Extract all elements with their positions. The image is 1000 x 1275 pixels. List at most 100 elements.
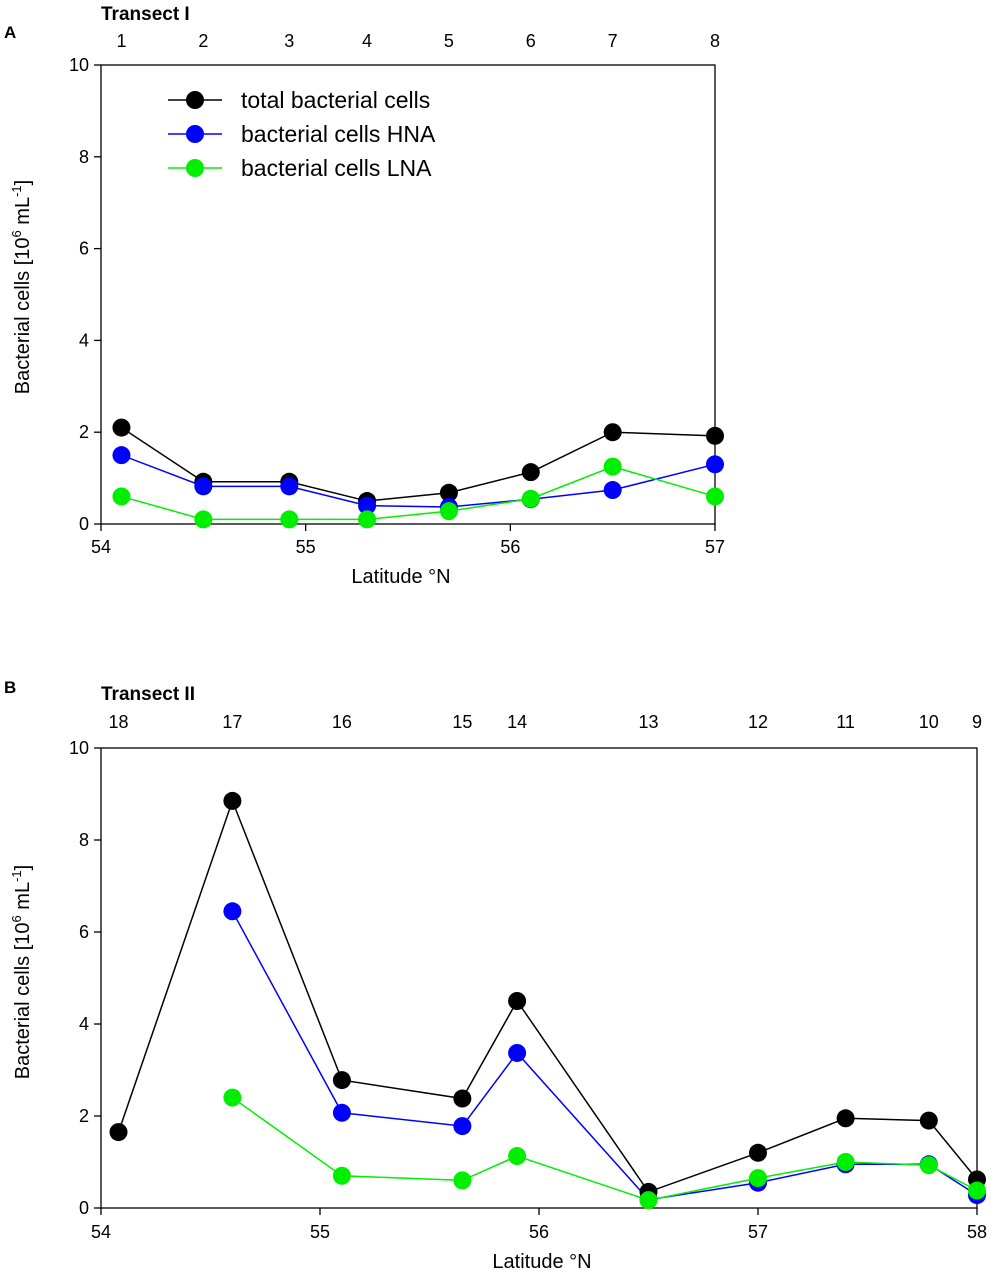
panel-b-ylabel-end: ]	[12, 865, 34, 871]
legend-label-total: total bacterial cells	[241, 87, 430, 113]
series-line-bacterial-cells-hna	[231, 910, 978, 1201]
y-tick-label: 2	[79, 422, 89, 442]
point-bacterial-cells-lna	[194, 510, 213, 529]
point-bacterial-cells-lna	[706, 487, 724, 506]
panel-b-station-labels: 18 17 16 15 14 13 12 11 10 9	[109, 712, 983, 732]
x-tick-label: 54	[91, 1222, 111, 1242]
point-total-bacterial-cells	[508, 992, 527, 1010]
point-total-bacterial-cells	[453, 1089, 472, 1108]
point-bacterial-cells-lna	[639, 1191, 658, 1210]
panel-a-series	[112, 418, 724, 529]
station-label: 17	[222, 712, 242, 732]
legend-marker-total	[186, 91, 204, 109]
point-bacterial-cells-lna	[919, 1156, 938, 1175]
panel-b-y-axis: 0 2 4 6 8 10	[69, 738, 101, 1218]
series-line-total-bacterial-cells	[117, 798, 978, 1193]
point-bacterial-cells-lna	[439, 502, 458, 521]
point-bacterial-cells-lna	[968, 1181, 986, 1200]
panel-a-ylabel-sup1: 6	[9, 230, 24, 237]
station-label: 18	[109, 712, 129, 732]
series-line-total-bacterial-cells	[121, 426, 716, 502]
panel-b: B Transect II 18 17 16 15 14 13 12 11 10 9 0 2 4 6 8 1…	[4, 678, 987, 1273]
y-tick-label: 8	[79, 830, 89, 850]
panel-a-ylabel-end: ]	[12, 180, 34, 186]
panel-a-ylabel-main: Bacterial cells [10	[12, 237, 34, 394]
series-line-bacterial-cells-lna	[121, 465, 716, 521]
panel-b-ylabel-main: Bacterial cells [10	[12, 922, 34, 1079]
panel-a-x-axis: 54 55 56 57	[91, 524, 725, 557]
y-tick-label: 8	[79, 147, 89, 167]
x-tick-label: 58	[967, 1222, 987, 1242]
station-label: 2	[198, 31, 208, 51]
point-bacterial-cells-hna	[112, 446, 131, 465]
point-bacterial-cells-hna	[508, 1043, 527, 1062]
x-tick-label: 55	[296, 537, 316, 557]
panel-a-x-axis-title: Latitude °N	[351, 566, 450, 588]
legend-label-lna: bacterial cells LNA	[241, 155, 432, 181]
point-total-bacterial-cells	[836, 1109, 855, 1128]
x-tick-label: 56	[500, 537, 520, 557]
panel-b-transect-title: Transect II	[101, 684, 195, 705]
y-tick-label: 4	[79, 330, 89, 350]
panel-a-legend: total bacterial cells bacterial cells HN…	[168, 87, 436, 181]
point-bacterial-cells-lna	[332, 1166, 351, 1185]
station-label: 13	[638, 712, 658, 732]
point-bacterial-cells-lna	[112, 487, 131, 506]
point-total-bacterial-cells	[332, 1071, 351, 1090]
panel-b-y-axis-title: Bacterial cells [106 mL-1]	[9, 865, 34, 1079]
point-total-bacterial-cells	[109, 1123, 128, 1142]
y-tick-label: 6	[79, 922, 89, 942]
station-label: 15	[452, 712, 472, 732]
station-label: 10	[919, 712, 939, 732]
x-tick-label: 54	[91, 537, 111, 557]
y-tick-label: 4	[79, 1014, 89, 1034]
point-total-bacterial-cells	[603, 423, 622, 442]
point-total-bacterial-cells	[919, 1111, 938, 1130]
station-label: 14	[507, 712, 527, 732]
point-total-bacterial-cells	[749, 1143, 767, 1162]
panel-a-transect-title: Transect I	[101, 4, 190, 25]
panel-a-ylabel-mid: mL	[12, 197, 34, 230]
point-bacterial-cells-lna	[521, 489, 540, 508]
panel-a-plot-frame	[100, 64, 716, 525]
series-line-bacterial-cells-hna	[121, 454, 716, 508]
panel-b-plot-frame	[100, 747, 978, 1209]
x-tick-label: 57	[705, 537, 725, 557]
point-bacterial-cells-lna	[603, 457, 622, 476]
station-label: 11	[836, 712, 855, 732]
panel-b-x-axis-title: Latitude °N	[492, 1251, 591, 1273]
legend-label-hna: bacterial cells HNA	[241, 121, 436, 147]
x-tick-label: 57	[748, 1222, 768, 1242]
station-label: 7	[608, 31, 618, 51]
point-total-bacterial-cells	[112, 418, 131, 437]
point-bacterial-cells-lna	[836, 1153, 855, 1171]
point-bacterial-cells-lna	[358, 510, 377, 529]
point-bacterial-cells-hna	[223, 902, 242, 921]
panel-a-y-axis: 0 2 4 6 8 10	[69, 55, 101, 534]
panel-b-ylabel-sup1: 6	[9, 915, 24, 922]
station-label: 6	[526, 31, 536, 51]
panel-a-y-axis-title: Bacterial cells [106 mL-1]	[9, 180, 34, 394]
point-bacterial-cells-lna	[223, 1088, 242, 1107]
point-total-bacterial-cells	[439, 483, 458, 502]
point-bacterial-cells-hna	[453, 1117, 472, 1136]
point-bacterial-cells-hna	[280, 477, 299, 496]
y-tick-label: 0	[79, 1198, 89, 1218]
station-label: 9	[972, 712, 982, 732]
point-bacterial-cells-hna	[706, 455, 724, 474]
point-bacterial-cells-hna	[194, 477, 213, 496]
panel-a-ylabel-sup2: -1	[9, 185, 24, 197]
point-bacterial-cells-hna	[332, 1103, 351, 1122]
point-total-bacterial-cells	[706, 426, 724, 445]
point-bacterial-cells-lna	[508, 1147, 527, 1166]
station-label: 8	[710, 31, 720, 51]
panel-b-series	[109, 791, 986, 1210]
panel-a-station-labels: 1 2 3 4 5 6 7 8	[116, 31, 720, 51]
station-label: 16	[332, 712, 352, 732]
point-total-bacterial-cells	[223, 791, 242, 810]
point-bacterial-cells-lna	[453, 1171, 472, 1190]
panel-b-ylabel-mid: mL	[12, 882, 34, 915]
panel-b-x-axis: 54 55 56 57 58	[91, 1208, 987, 1242]
